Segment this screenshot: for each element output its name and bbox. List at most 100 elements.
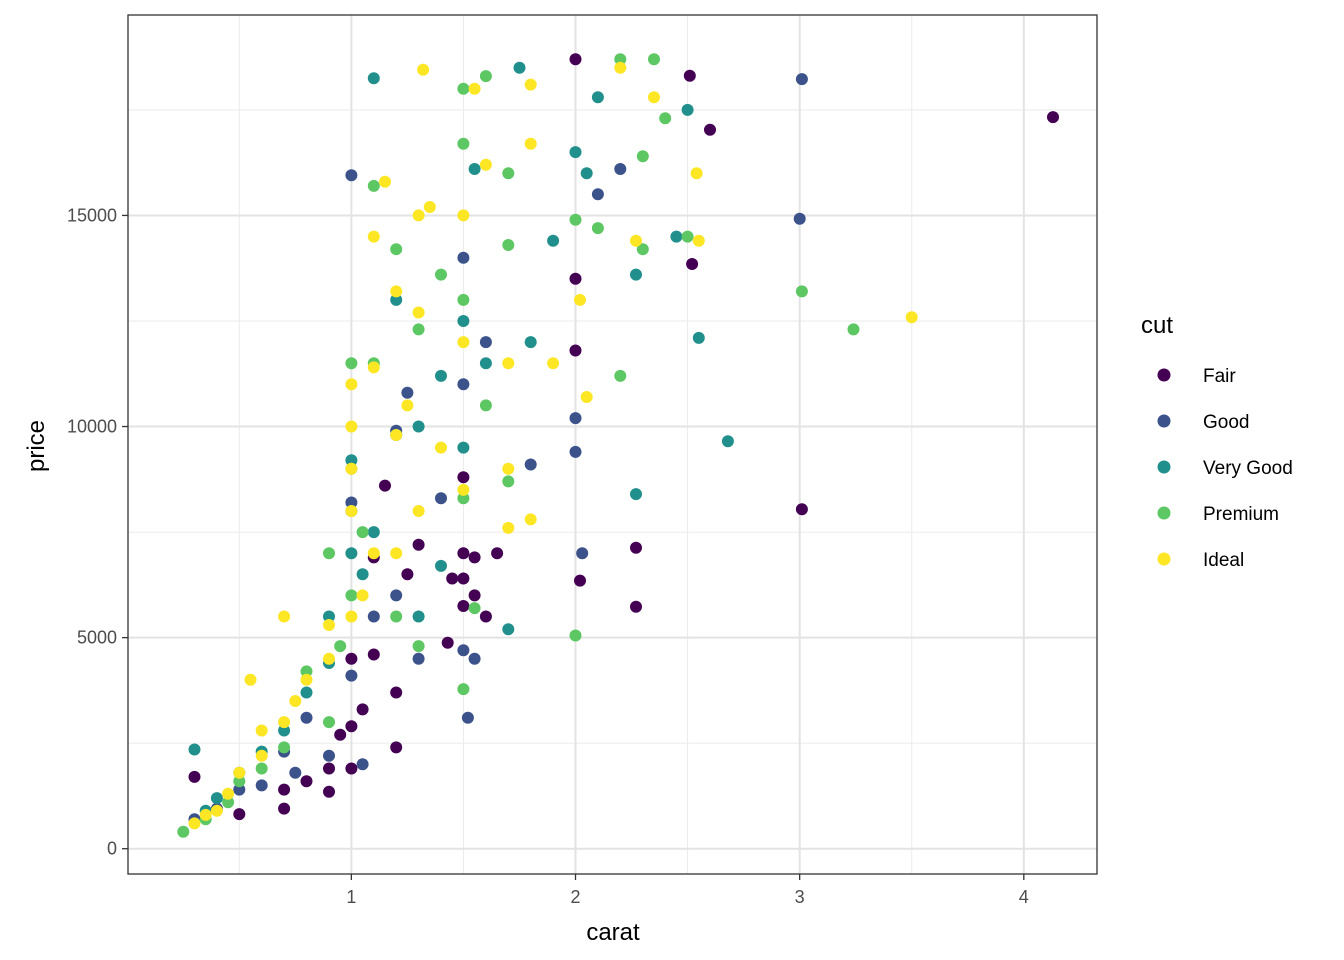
data-point — [1047, 111, 1059, 124]
data-point — [345, 169, 358, 182]
data-point — [659, 112, 672, 125]
data-point — [401, 386, 414, 399]
data-point — [345, 496, 358, 509]
legend-key — [1157, 368, 1171, 382]
data-point — [255, 724, 268, 737]
data-point — [630, 541, 642, 554]
data-point — [704, 123, 716, 136]
data-point — [457, 683, 470, 696]
data-point — [648, 53, 660, 66]
x-tick-label: 1 — [346, 887, 356, 907]
legend: cut Fair Good Very Good Premium Ideal — [1141, 312, 1293, 571]
data-point — [233, 783, 246, 796]
data-point — [457, 378, 470, 391]
data-point — [188, 743, 201, 756]
data-point — [547, 234, 560, 247]
data-point — [390, 243, 403, 256]
y-tick-label: 10000 — [67, 417, 117, 437]
data-point — [356, 526, 369, 539]
data-point — [412, 610, 425, 623]
data-point — [289, 695, 302, 707]
data-point — [457, 441, 470, 454]
legend-label: Good — [1203, 412, 1249, 433]
data-point — [300, 673, 313, 686]
legend-label: Ideal — [1203, 550, 1244, 571]
x-axis-title: carat — [586, 919, 640, 946]
data-point — [289, 766, 302, 779]
data-point — [345, 589, 358, 602]
data-point — [795, 285, 808, 298]
data-point — [412, 505, 425, 517]
data-point — [681, 230, 694, 243]
data-point — [367, 179, 380, 192]
data-point — [576, 547, 589, 560]
data-point — [233, 766, 246, 779]
series-ideal — [188, 61, 918, 830]
data-point — [390, 741, 403, 754]
data-point — [692, 331, 705, 344]
data-point — [367, 547, 380, 560]
data-point — [524, 513, 537, 526]
y-tick-label: 5000 — [77, 628, 117, 648]
data-point — [591, 222, 604, 235]
data-point — [323, 652, 335, 665]
series-premium — [177, 53, 860, 838]
data-point — [683, 69, 696, 82]
data-point — [569, 53, 582, 66]
data-point — [345, 462, 358, 475]
data-point — [670, 230, 683, 243]
data-point — [636, 243, 649, 256]
data-point — [614, 53, 627, 66]
data-point — [502, 239, 515, 251]
y-axis: 0 5000 10000 15000 — [67, 205, 128, 859]
data-point — [390, 547, 403, 560]
y-tick-label: 0 — [107, 839, 117, 859]
data-point — [345, 420, 358, 433]
data-point — [435, 441, 447, 454]
y-axis-title: price — [23, 420, 50, 472]
data-point — [356, 703, 369, 716]
data-point — [278, 802, 291, 815]
data-point — [574, 574, 586, 587]
data-point — [681, 103, 694, 116]
data-point — [795, 73, 808, 86]
data-point — [233, 808, 246, 821]
legend-title: cut — [1141, 312, 1173, 339]
data-point — [630, 600, 642, 613]
data-point — [345, 610, 358, 623]
data-point — [356, 758, 369, 771]
data-point — [367, 648, 380, 661]
data-point — [323, 749, 335, 762]
data-point — [591, 91, 604, 104]
x-tick-label: 2 — [571, 887, 581, 907]
data-point — [255, 749, 268, 762]
legend-key — [1157, 506, 1171, 520]
data-point — [574, 293, 586, 306]
data-point — [435, 369, 447, 382]
data-point — [569, 272, 582, 285]
data-point — [345, 454, 358, 467]
data-point — [412, 420, 425, 433]
data-point — [569, 344, 582, 357]
data-point — [690, 167, 703, 180]
data-point — [356, 589, 369, 602]
data-point — [278, 741, 291, 754]
data-point — [630, 268, 642, 281]
data-point — [569, 412, 582, 425]
data-point — [435, 559, 447, 572]
data-point — [390, 429, 403, 441]
plot-area — [127, 14, 1098, 875]
data-point — [323, 610, 335, 623]
data-point — [479, 158, 492, 171]
data-point — [401, 568, 414, 581]
data-point — [524, 78, 537, 91]
data-point — [233, 775, 246, 788]
data-point — [502, 357, 515, 370]
data-point — [630, 488, 642, 501]
data-point — [255, 779, 268, 792]
legend-key — [1157, 552, 1171, 566]
data-point — [412, 640, 425, 653]
data-point — [323, 716, 335, 729]
data-point — [367, 610, 380, 623]
